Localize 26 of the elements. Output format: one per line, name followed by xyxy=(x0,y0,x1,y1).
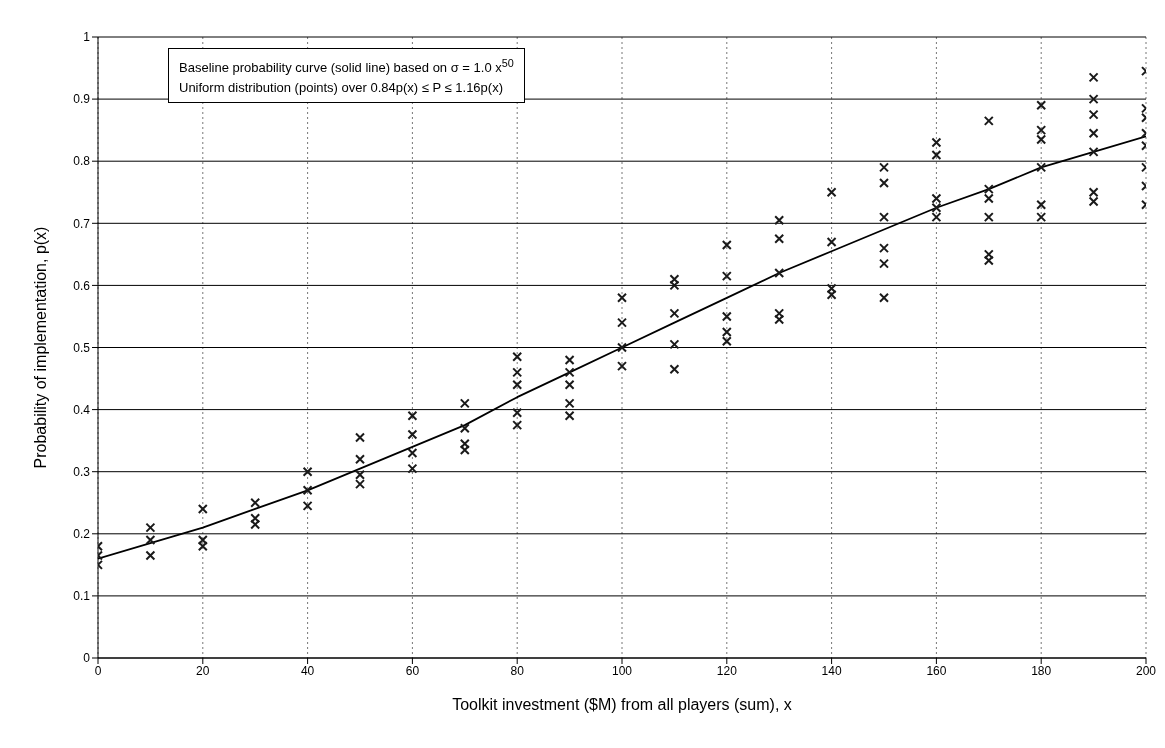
annotation: Baseline probability curve (solid line) based on σ = 1.0 x$^{50}$ xyxy=(179,56,514,78)
y-tick-label: 0.7 xyxy=(73,216,91,231)
y-tick-label: 0.1 xyxy=(73,589,91,604)
x-tick-label: 140 xyxy=(821,663,842,678)
x-tick-label: 60 xyxy=(405,663,420,678)
y-tick-label: 0.4 xyxy=(73,402,91,417)
y-tick-label: 1 xyxy=(83,30,91,45)
x-axis-title: Toolkit investment ($M) from all players (sum), x xyxy=(452,696,792,713)
x-tick-label: 80 xyxy=(510,663,525,678)
x-tick-label: 20 xyxy=(196,663,210,678)
y-tick-label: 0.8 xyxy=(73,154,91,169)
annotation: Uniform distribution (points) over 0.84p(x) ≤ P ≤ 1.16p(x) xyxy=(179,79,504,98)
x-tick-label: 180 xyxy=(1031,663,1052,678)
y-tick-label: 0.6 xyxy=(73,278,91,293)
y-tick-label: 0.9 xyxy=(73,92,91,107)
x-tick-label: 40 xyxy=(300,663,315,678)
x-tick-label: 200 xyxy=(1135,663,1157,678)
x-tick-label: 100 xyxy=(611,663,633,678)
y-axis-title: Probability of implementation, p(x) xyxy=(31,226,49,469)
x-tick-label: 0 xyxy=(94,663,102,678)
y-tick-label: 0.3 xyxy=(73,464,91,479)
x-tick-label: 120 xyxy=(716,663,738,678)
y-tick-label: 0.5 xyxy=(73,340,91,355)
x-tick-label: 160 xyxy=(926,663,947,678)
y-tick-label: 0 xyxy=(83,651,91,666)
y-tick-label: 0.2 xyxy=(73,527,91,542)
